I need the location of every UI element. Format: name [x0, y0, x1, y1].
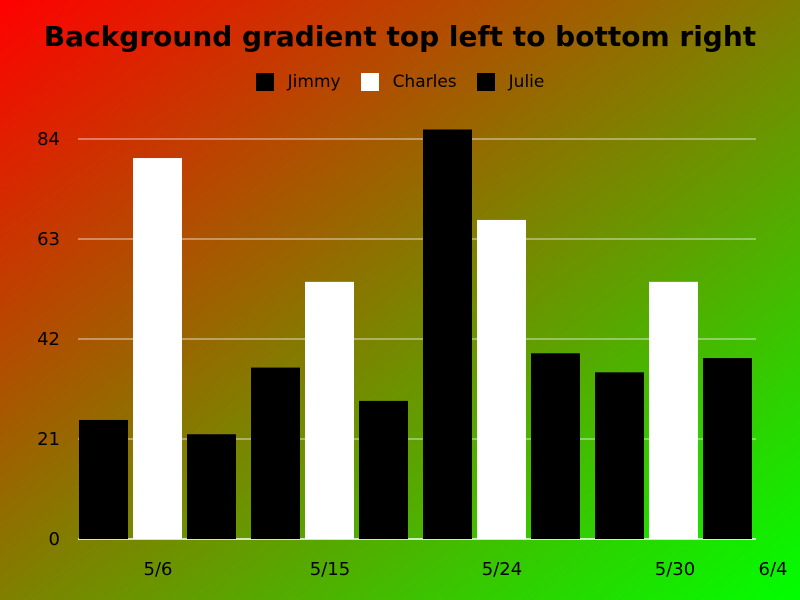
bar-julie-2 [531, 353, 580, 539]
bar-charles-0 [133, 158, 182, 540]
y-tick-label: 42 [37, 329, 60, 350]
y-tick-label: 63 [37, 229, 60, 250]
bar-julie-1 [359, 400, 408, 539]
y-tick-label: 21 [37, 429, 60, 450]
x-tick-label: 5/15 [310, 559, 350, 580]
x-tick-label: 6/4 [759, 559, 788, 580]
y-tick-label: 0 [49, 529, 60, 550]
legend-item-charles: Charles [360, 72, 457, 92]
legend-item-julie: Julie [476, 72, 545, 92]
legend-swatch-charles [360, 73, 379, 91]
bar-jimmy-1 [251, 367, 300, 539]
legend-label-charles: Charles [392, 72, 457, 92]
bar-charles-3 [649, 281, 698, 539]
bar-charles-2 [477, 219, 526, 539]
bar-charles-1 [305, 281, 354, 539]
bar-jimmy-0 [79, 419, 128, 539]
x-tick-label: 5/30 [655, 559, 695, 580]
legend-item-jimmy: Jimmy [255, 72, 341, 92]
bar-julie-3 [703, 358, 752, 539]
x-tick-label: 5/6 [144, 559, 173, 580]
legend: Jimmy Charles Julie [0, 72, 800, 92]
bar-jimmy-2 [423, 129, 472, 539]
x-tick-label: 5/24 [482, 559, 522, 580]
chart-title: Background gradient top left to bottom r… [43, 20, 757, 53]
legend-label-jimmy: Jimmy [287, 72, 341, 92]
legend-swatch-jimmy [255, 73, 274, 91]
bar-jimmy-3 [595, 372, 644, 539]
legend-swatch-julie [476, 73, 495, 91]
bar-julie-0 [187, 434, 236, 539]
y-tick-label: 84 [37, 129, 60, 150]
legend-label-julie: Julie [508, 72, 545, 92]
